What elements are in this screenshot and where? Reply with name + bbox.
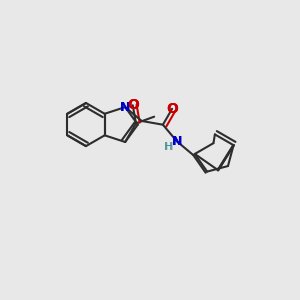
Text: N: N [120, 100, 130, 114]
Text: O: O [127, 98, 139, 112]
Text: O: O [166, 102, 178, 116]
Text: O: O [127, 98, 139, 112]
Text: H: H [165, 142, 173, 152]
Text: N: N [120, 100, 130, 114]
Text: O: O [166, 102, 178, 116]
Text: N: N [172, 135, 182, 148]
Text: N: N [172, 135, 182, 148]
Text: H: H [164, 142, 172, 152]
